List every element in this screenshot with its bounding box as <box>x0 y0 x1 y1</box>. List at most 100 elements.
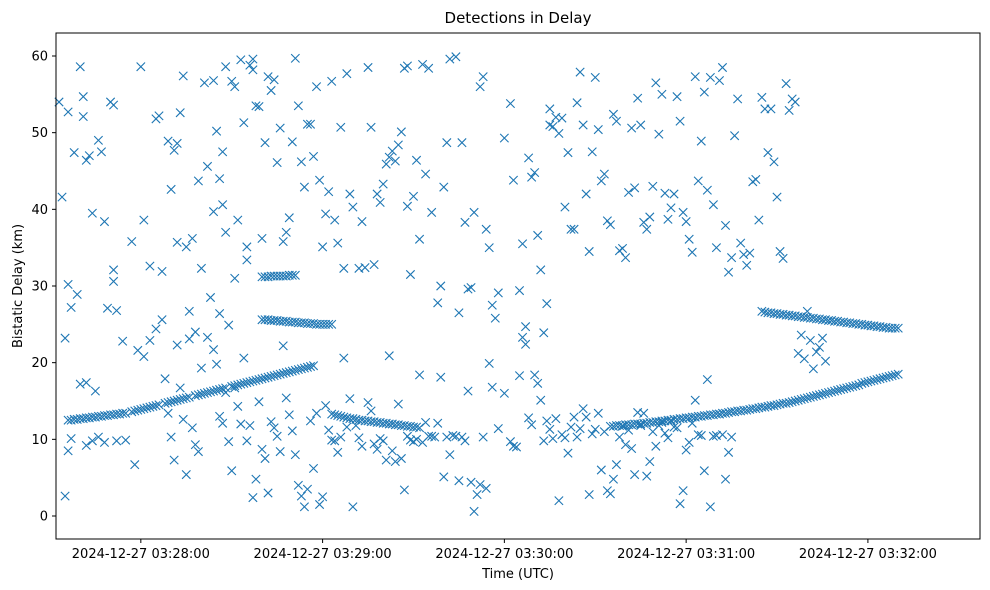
data-point <box>427 207 437 217</box>
data-point <box>863 377 873 387</box>
data-point <box>121 435 131 445</box>
data-point <box>284 410 294 420</box>
data-point <box>690 395 700 405</box>
y-axis-label: Bistatic Delay (km) <box>11 224 26 348</box>
data-point <box>769 401 779 411</box>
data-point <box>281 368 291 378</box>
data-point <box>530 167 540 178</box>
data-point <box>372 444 382 454</box>
data-point <box>160 398 170 408</box>
data-point <box>617 421 628 431</box>
data-point <box>308 463 319 474</box>
data-point <box>581 189 591 199</box>
data-point <box>336 432 346 442</box>
data-point <box>730 131 740 141</box>
y-tick-label: 50 <box>31 126 48 141</box>
data-point <box>572 98 582 108</box>
data-point <box>790 396 800 406</box>
data-point <box>563 448 573 458</box>
data-point <box>224 320 234 330</box>
data-point <box>708 200 718 210</box>
data-point <box>723 267 734 277</box>
data-point <box>663 214 673 224</box>
data-point <box>293 364 303 375</box>
data-point <box>575 67 585 77</box>
data-point <box>784 397 794 408</box>
data-point <box>666 416 676 426</box>
data-point <box>287 137 297 147</box>
data-point <box>799 394 809 404</box>
data-point <box>457 138 467 148</box>
data-point <box>221 62 231 72</box>
data-point <box>566 224 576 234</box>
data-point <box>845 382 855 392</box>
data-point <box>63 446 73 456</box>
data-point <box>590 424 600 434</box>
data-point <box>272 157 282 168</box>
data-point <box>218 200 228 210</box>
data-point <box>251 474 261 484</box>
data-point <box>481 483 491 493</box>
data-point <box>569 412 579 422</box>
data-point <box>436 372 446 382</box>
data-point <box>593 408 603 418</box>
data-point <box>281 227 291 237</box>
data-point <box>342 69 352 79</box>
data-point <box>96 147 107 157</box>
x-tick-label: 2024-12-27 03:29:00 <box>254 547 392 562</box>
data-point <box>181 393 191 403</box>
x-axis: 2024-12-27 03:28:00 2024-12-27 03:29:00 20… <box>72 539 937 562</box>
data-point <box>345 394 355 404</box>
data-point <box>736 238 746 248</box>
data-point <box>411 434 422 444</box>
data-point <box>112 436 122 446</box>
data-point <box>539 436 549 446</box>
data-point <box>242 255 252 265</box>
data-point <box>599 427 609 437</box>
data-point <box>829 386 840 396</box>
data-point <box>536 395 546 405</box>
data-point <box>184 306 194 316</box>
data-point <box>121 408 131 418</box>
data-point <box>190 391 200 401</box>
data-point <box>363 62 373 73</box>
data-point <box>781 79 791 89</box>
data-point <box>430 432 440 442</box>
data-point <box>375 197 385 208</box>
data-point <box>257 444 267 454</box>
data-point <box>657 417 667 428</box>
data-point <box>527 420 537 430</box>
data-point <box>551 414 561 424</box>
data-point <box>169 145 179 155</box>
data-point <box>99 217 110 227</box>
data-point <box>869 375 879 385</box>
data-point <box>330 215 340 225</box>
data-point <box>99 437 110 447</box>
data-point <box>524 153 534 163</box>
data-point <box>660 188 670 198</box>
data-point <box>251 375 261 385</box>
data-point <box>93 135 104 145</box>
data-point <box>805 392 815 402</box>
data-point <box>245 420 255 431</box>
data-point <box>202 161 213 171</box>
data-point <box>705 502 715 512</box>
data-point <box>684 437 694 447</box>
data-point <box>254 374 264 385</box>
data-point <box>554 496 564 506</box>
data-point <box>348 502 358 512</box>
data-point <box>751 174 761 185</box>
data-point <box>690 72 700 82</box>
data-point <box>318 242 328 252</box>
data-point <box>242 436 252 446</box>
data-point <box>199 388 210 398</box>
data-point <box>308 151 319 162</box>
data-point <box>484 358 494 369</box>
data-point <box>454 476 464 486</box>
data-point <box>324 319 334 329</box>
data-point <box>757 306 767 316</box>
data-point <box>172 138 182 148</box>
data-point <box>733 94 743 104</box>
data-point <box>860 378 870 388</box>
data-point <box>314 175 325 185</box>
